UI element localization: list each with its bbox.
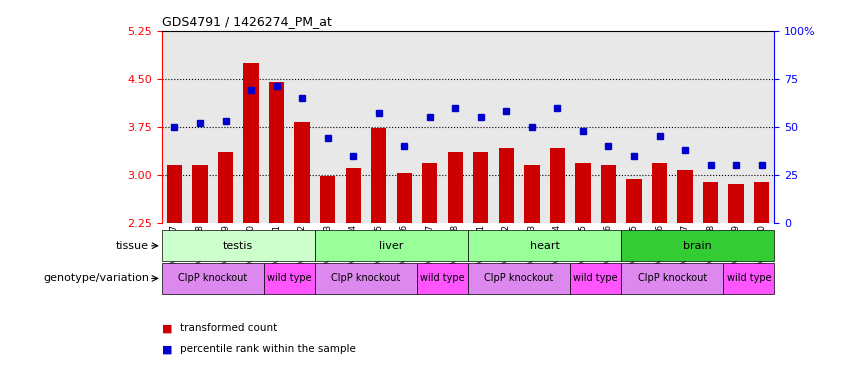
Text: ■: ■: [162, 323, 172, 333]
Text: wild type: wild type: [267, 273, 311, 283]
Text: wild type: wild type: [727, 273, 771, 283]
Text: ClpP knockout: ClpP knockout: [331, 273, 401, 283]
Text: ■: ■: [162, 344, 172, 354]
Text: heart: heart: [529, 241, 560, 251]
Text: testis: testis: [223, 241, 254, 251]
Bar: [524, 165, 540, 223]
Text: percentile rank within the sample: percentile rank within the sample: [180, 344, 357, 354]
Text: liver: liver: [380, 241, 403, 251]
Text: wild type: wild type: [574, 273, 618, 283]
Bar: [499, 148, 514, 223]
Bar: [294, 122, 310, 223]
Text: tissue: tissue: [116, 241, 149, 251]
Text: ClpP knockout: ClpP knockout: [484, 273, 554, 283]
Bar: [652, 163, 667, 223]
Bar: [754, 182, 769, 223]
Text: wild type: wild type: [420, 273, 465, 283]
Bar: [397, 173, 412, 223]
Text: ClpP knockout: ClpP knockout: [178, 273, 248, 283]
Bar: [192, 165, 208, 223]
Bar: [371, 128, 386, 223]
Bar: [703, 182, 718, 223]
Text: brain: brain: [683, 241, 712, 251]
Bar: [601, 165, 616, 223]
Bar: [448, 152, 463, 223]
Bar: [575, 163, 591, 223]
Bar: [473, 152, 488, 223]
Bar: [269, 82, 284, 223]
Bar: [626, 179, 642, 223]
Text: ClpP knockout: ClpP knockout: [637, 273, 707, 283]
Bar: [320, 176, 335, 223]
Bar: [422, 163, 437, 223]
Bar: [167, 165, 182, 223]
Bar: [243, 63, 259, 223]
Bar: [550, 148, 565, 223]
Bar: [218, 152, 233, 223]
Bar: [728, 184, 744, 223]
Bar: [677, 170, 693, 223]
Bar: [346, 168, 361, 223]
Text: GDS4791 / 1426274_PM_at: GDS4791 / 1426274_PM_at: [162, 15, 332, 28]
Text: transformed count: transformed count: [180, 323, 277, 333]
Text: genotype/variation: genotype/variation: [43, 273, 149, 283]
